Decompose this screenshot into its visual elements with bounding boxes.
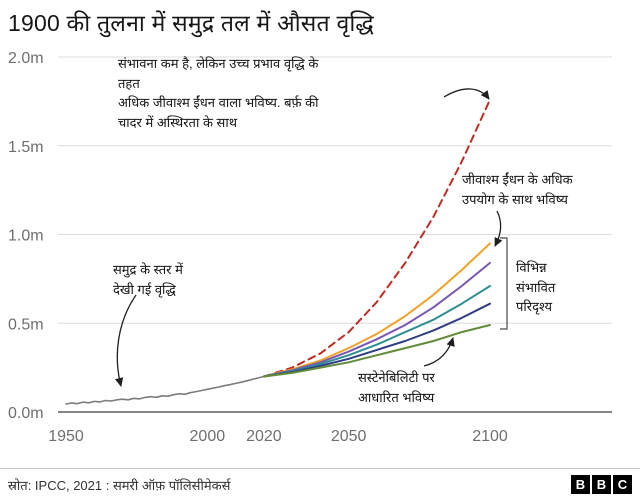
y-tick-label: 2.0m	[8, 50, 44, 67]
series-scenario-purple	[262, 261, 491, 378]
source-text: स्रोत: IPCC, 2021 : समरी ऑफ़ पॉलिसीमेकर्…	[8, 477, 231, 493]
annotation-observed: समुद्र के स्तर में देखी गई वृद्धि	[113, 262, 183, 297]
series-sustainability-future	[262, 324, 491, 378]
bbc-logo-letter-2: B	[592, 475, 611, 494]
annotation-arrowhead	[114, 377, 124, 387]
chart-title: 1900 की तुलना में समुद्र तल में औसत वृद्…	[8, 10, 374, 36]
y-tick-label: 0.0m	[8, 405, 44, 422]
annotation-arrowhead	[480, 90, 490, 100]
x-tick-label: 1950	[48, 428, 84, 445]
y-tick-label: 1.0m	[8, 228, 44, 245]
x-tick-label: 2050	[331, 428, 367, 445]
y-tick-label: 0.5m	[8, 316, 44, 333]
y-tick-label: 1.5m	[8, 139, 44, 156]
annotation-sustainability: सस्टेनेबिलिटी पर आधारित भविष्य	[358, 370, 435, 405]
series-scenario-teal	[262, 285, 491, 378]
scenario-bracket	[500, 237, 508, 330]
footer: स्रोत: IPCC, 2021 : समरी ऑफ़ पॉलिसीमेकर्…	[0, 468, 640, 500]
bbc-logo-letter-3: C	[613, 475, 632, 494]
bbc-logo: B B C	[571, 475, 632, 494]
annotation-arrowhead	[494, 236, 503, 247]
annotation-scenarios: विभिन्न संभावित परिदृश्य	[516, 260, 556, 314]
series-high-fossil-fuel-future	[262, 242, 491, 378]
series-observed-sea-level	[65, 375, 265, 405]
x-tick-label: 2100	[472, 428, 508, 445]
annotation-arrow	[116, 294, 137, 387]
annotation-fossil-fuel: जीवाश्म ईंधन के अधिक उपयोग के साथ भविष्य	[462, 172, 573, 207]
x-tick-label: 2020	[246, 428, 282, 445]
x-tick-label: 2000	[190, 428, 226, 445]
series-low-likelihood-high-impact	[262, 98, 491, 378]
bbc-logo-letter-1: B	[571, 475, 590, 494]
annotation-arrowhead	[446, 337, 455, 347]
annotation-arrow	[443, 88, 490, 100]
annotation-low-likelihood: संभावना कम है, लेकिन उच्च प्रभाव वृद्धि …	[118, 56, 319, 130]
series-scenario-navy	[262, 302, 491, 378]
